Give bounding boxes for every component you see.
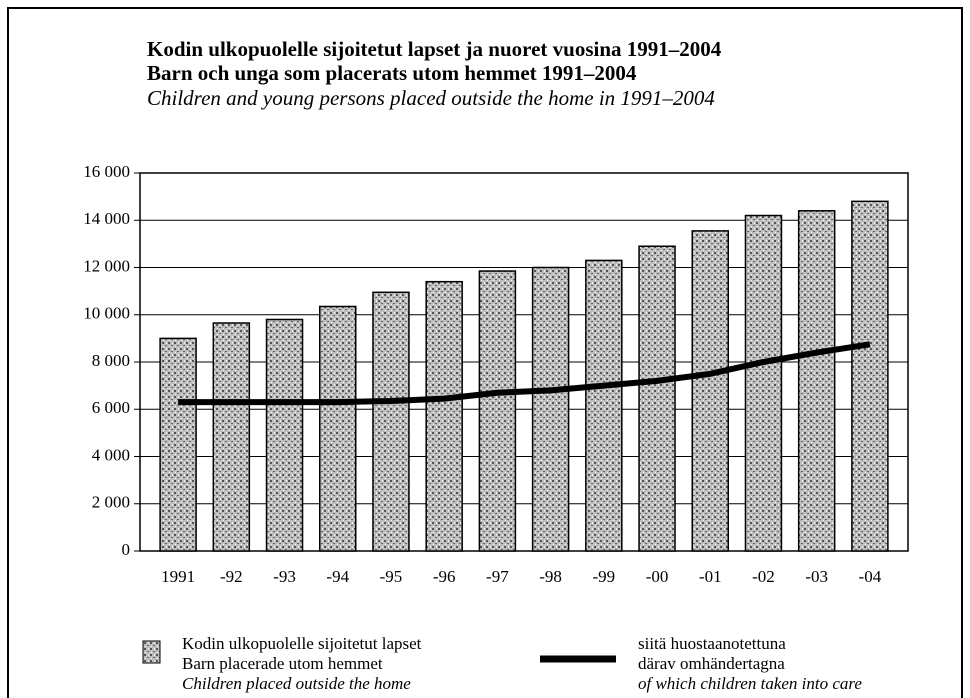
bar [797,210,836,552]
x-tick-label: -97 [486,567,509,586]
y-tick-label: 0 [122,540,131,559]
bar [319,305,357,552]
bar [372,291,410,552]
bar [159,337,197,552]
y-tick-label: 12 000 [83,256,130,275]
x-tick-label: -00 [646,567,669,586]
y-tick-label: 16 000 [83,162,130,181]
bar [425,280,463,552]
y-tick-label: 6 000 [92,398,130,417]
y-tick-label: 2 000 [92,493,130,512]
x-tick-label: -92 [220,567,243,586]
y-tick-label: 10 000 [83,304,130,323]
bar [851,200,889,552]
chart-title: Kodin ulkopuolelle sijoitetut lapset ja … [147,37,722,61]
legend-swatch [142,640,161,664]
x-tick-label: -01 [699,567,722,586]
bar [478,270,517,552]
bar [638,245,676,552]
bar [531,266,570,552]
legend-label: of which children taken into care [638,674,862,693]
legend-label: siitä huostaanotettuna [638,634,786,653]
x-tick-label: -04 [859,567,882,586]
x-tick-label: -93 [273,567,296,586]
bar [265,318,304,552]
x-tick-label: -02 [752,567,775,586]
chart-subtitle: Barn och unga som placerats utom hemmet … [147,61,637,85]
line [178,341,871,406]
legend-label: därav omhändertagna [638,654,785,673]
y-tick-label: 8 000 [92,351,130,370]
x-tick-label: -95 [380,567,403,586]
y-tick-label: 4 000 [92,445,130,464]
bar [585,259,623,552]
x-tick-label: 1991 [161,567,195,586]
x-tick-label: -99 [592,567,615,586]
x-tick-label: -03 [805,567,828,586]
frame [7,7,963,698]
chart-subtitle-en: Children and young persons placed outsid… [147,86,715,110]
legend-label: Children placed outside the home [182,674,411,693]
plot-area [139,172,909,552]
x-tick-label: -98 [539,567,562,586]
bar [691,230,729,552]
legend-label: Kodin ulkopuolelle sijoitetut lapset [182,634,422,653]
x-tick-label: -96 [433,567,456,586]
x-tick-label: -94 [326,567,349,586]
legend-label: Barn placerade utom hemmet [182,654,383,673]
y-tick-label: 14 000 [83,209,130,228]
bar [744,214,783,552]
bar [212,322,251,552]
